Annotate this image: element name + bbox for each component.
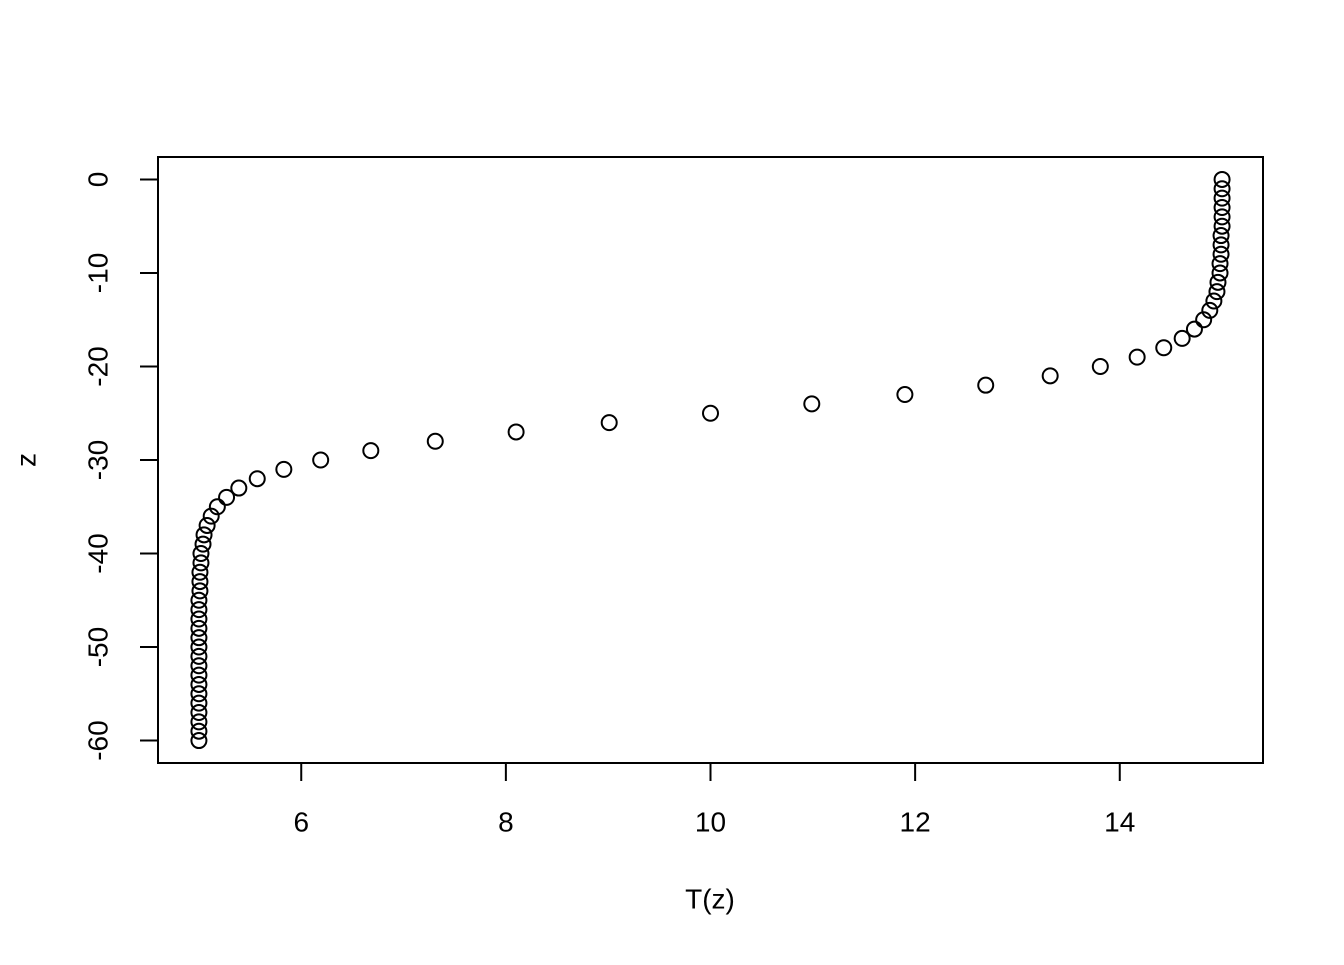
point	[1209, 273, 1227, 291]
point	[190, 732, 208, 750]
point	[191, 563, 209, 581]
point	[1212, 227, 1230, 245]
point	[190, 666, 208, 684]
x-axis-label: T(z)	[685, 883, 735, 914]
point	[362, 442, 380, 460]
y-tick-label: -60	[82, 720, 113, 760]
point	[192, 545, 210, 563]
point	[190, 704, 208, 721]
point	[192, 554, 210, 572]
point	[190, 619, 208, 637]
point	[190, 601, 208, 619]
point	[190, 722, 208, 740]
y-tick-label: -20	[82, 346, 113, 386]
point	[190, 647, 208, 665]
point	[191, 582, 209, 600]
point	[1201, 301, 1219, 319]
point	[194, 535, 212, 553]
point	[1212, 245, 1230, 263]
point	[190, 591, 208, 609]
point	[1213, 208, 1231, 226]
point	[1173, 329, 1191, 347]
point	[600, 414, 618, 432]
point	[896, 386, 914, 404]
point	[1211, 264, 1229, 282]
point	[230, 479, 248, 497]
point	[803, 395, 821, 413]
x-tick-label: 8	[498, 806, 514, 837]
point	[1041, 367, 1059, 385]
point	[1185, 320, 1203, 338]
y-tick-label: 0	[82, 172, 113, 188]
point	[190, 694, 208, 712]
point	[1211, 255, 1229, 273]
point	[195, 526, 213, 544]
point	[190, 713, 208, 731]
point	[218, 488, 236, 506]
point	[190, 638, 208, 656]
point	[190, 675, 208, 693]
x-tick-label: 10	[695, 806, 726, 837]
point	[1213, 199, 1231, 216]
point	[312, 451, 330, 469]
point	[190, 657, 208, 675]
point	[1213, 217, 1231, 235]
point	[1205, 292, 1223, 310]
point	[977, 376, 995, 394]
x-tick-label: 14	[1104, 806, 1135, 837]
point	[275, 460, 293, 478]
point	[1213, 180, 1231, 198]
point	[190, 610, 208, 628]
y-tick-label: -10	[82, 253, 113, 293]
point	[1091, 357, 1109, 375]
point	[1212, 236, 1230, 254]
x-tick-label: 6	[293, 806, 309, 837]
point	[248, 470, 266, 488]
plot-box	[157, 156, 1264, 764]
point	[198, 516, 216, 534]
point	[1208, 283, 1226, 301]
point	[208, 498, 226, 516]
point	[1213, 189, 1231, 207]
point	[426, 432, 444, 450]
point	[1155, 339, 1173, 357]
point	[1128, 348, 1146, 366]
y-tick-label: -40	[82, 533, 113, 573]
point	[507, 423, 525, 441]
point	[191, 573, 209, 591]
y-tick-label: -30	[82, 440, 113, 480]
point	[1195, 311, 1213, 329]
point	[1213, 170, 1231, 188]
y-tick-label: -50	[82, 627, 113, 667]
point	[190, 685, 208, 703]
x-tick-label: 12	[900, 806, 931, 837]
y-axis-label: z	[10, 453, 41, 467]
point	[202, 507, 220, 525]
point	[190, 629, 208, 647]
point	[702, 404, 719, 422]
